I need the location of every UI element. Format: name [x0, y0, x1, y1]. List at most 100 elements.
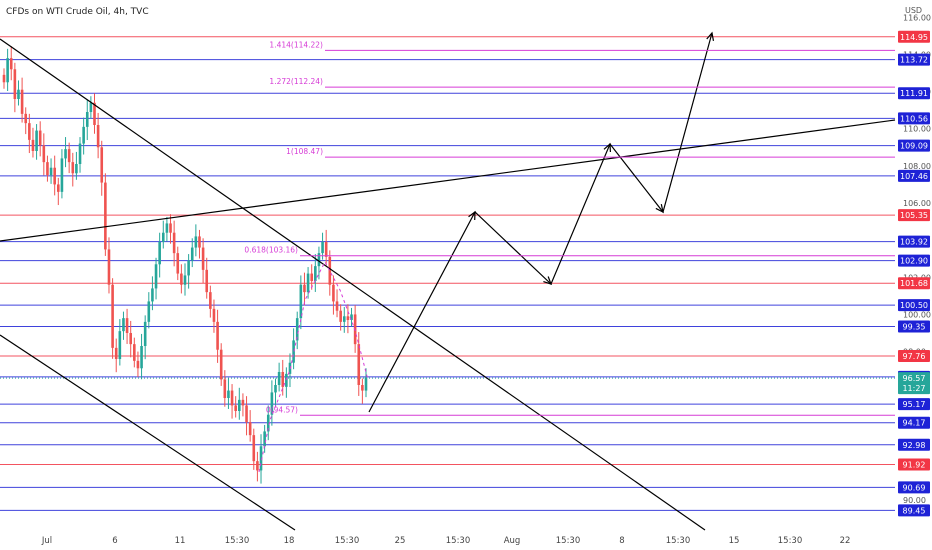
level-tag — [898, 112, 930, 125]
level-label: 94.17 — [903, 419, 926, 428]
level-label: 92.98 — [903, 441, 926, 450]
candle-body — [212, 308, 216, 322]
forecast-arrowhead — [655, 204, 664, 214]
y-tick-label: 106.00 — [903, 199, 931, 208]
candle-body — [241, 399, 245, 406]
forecast-arrowhead — [468, 210, 476, 221]
candle-body — [13, 69, 17, 99]
candle-body — [67, 149, 71, 163]
forecast-path — [368, 32, 713, 413]
candle-body — [252, 435, 256, 462]
candle-body — [6, 58, 9, 83]
candle-body — [17, 89, 20, 99]
x-tick-label: 15:30 — [778, 536, 803, 546]
candle-body — [125, 318, 129, 333]
level-label: 90.69 — [903, 483, 926, 492]
candle-body — [317, 253, 321, 267]
candle-body — [46, 162, 49, 176]
candle-body — [342, 316, 346, 322]
candle-body — [223, 379, 227, 398]
downtrend-line-upper — [0, 38, 706, 531]
candle-body — [100, 147, 104, 183]
candle-body — [133, 344, 136, 361]
currency-label: USD — [905, 6, 922, 15]
x-tick-label: 25 — [395, 536, 406, 546]
candle-body — [180, 273, 183, 285]
candle-body — [339, 310, 342, 322]
candle-body — [2, 74, 6, 83]
candle-body — [20, 89, 24, 114]
candle-body — [140, 346, 143, 369]
candle-body — [328, 256, 332, 285]
level-tag — [898, 53, 930, 66]
level-label: 91.92 — [903, 460, 926, 469]
candle-body — [266, 414, 270, 432]
candle-body — [136, 360, 140, 369]
chart-title: CFDs on WTI Crude Oil, 4h, TVC — [6, 7, 149, 17]
candle-body — [256, 461, 259, 471]
current-price-tag — [898, 372, 930, 395]
y-tick-label: 90.00 — [903, 496, 926, 505]
level-label: 113.72 — [900, 56, 928, 65]
fib-levels: 1.414(114.22) 1.272(112.24) 1(108.47) 0.618… — [244, 40, 895, 416]
level-tag — [898, 254, 930, 267]
x-tick-label: 11 — [175, 536, 186, 546]
level-tag — [898, 398, 930, 411]
candle-body — [299, 284, 303, 319]
countdown-label: 11:27 — [902, 384, 925, 393]
level-label: 99.35 — [903, 323, 926, 332]
y-tick-label: 108.00 — [903, 162, 931, 171]
fib-label: 0.618(103.16) — [244, 246, 298, 255]
level-tag — [898, 277, 930, 290]
candle-body — [187, 260, 190, 276]
level-tag — [898, 299, 930, 312]
candle-body — [96, 125, 100, 148]
time-axis: Jul 6 11 15:30 18 15:30 25 15:30 Aug 15:30 8 15:30 1… — [41, 536, 851, 546]
candle-body — [190, 247, 194, 261]
candle-body — [57, 184, 60, 192]
candle-body — [201, 247, 205, 270]
candle-body — [281, 372, 285, 387]
candle-body — [183, 275, 187, 285]
candle-body — [161, 232, 165, 242]
candle-body — [158, 242, 161, 265]
candle-body — [49, 167, 53, 176]
candle-body — [176, 253, 180, 274]
candle-body — [332, 284, 335, 302]
candle-body — [259, 446, 263, 471]
level-tag — [898, 458, 930, 471]
candle-body — [82, 126, 85, 144]
candle-body — [238, 399, 241, 411]
horizontal-levels — [0, 36, 895, 511]
candle-body — [364, 377, 368, 391]
candle-body — [151, 288, 154, 302]
candle-body — [219, 349, 223, 380]
candle-body — [324, 242, 328, 257]
candle-body — [114, 347, 118, 359]
candlesticks — [2, 46, 368, 484]
level-label: 107.46 — [900, 172, 928, 181]
candle-body — [75, 164, 78, 174]
candle-body — [314, 266, 317, 281]
candle-body — [350, 314, 353, 320]
level-tag — [898, 416, 930, 429]
forecast-arrowhead — [603, 142, 612, 153]
candle-body — [111, 284, 114, 348]
candle-body — [53, 167, 56, 185]
candle-body — [129, 333, 132, 345]
candle-body — [209, 292, 212, 309]
downtrend-line-lower — [0, 334, 296, 531]
candle-body — [357, 344, 361, 385]
candle-body — [28, 123, 31, 140]
level-tag — [898, 209, 930, 222]
level-label: 111.91 — [900, 89, 928, 98]
candle-body — [335, 301, 339, 311]
x-tick-label: 15:30 — [225, 536, 250, 546]
y-tick-label: 116.00 — [903, 13, 931, 22]
level-tag — [898, 30, 930, 43]
candle-body — [248, 422, 252, 436]
level-label: 89.45 — [903, 506, 926, 515]
level-tag — [898, 481, 930, 494]
candle-body — [71, 162, 75, 174]
